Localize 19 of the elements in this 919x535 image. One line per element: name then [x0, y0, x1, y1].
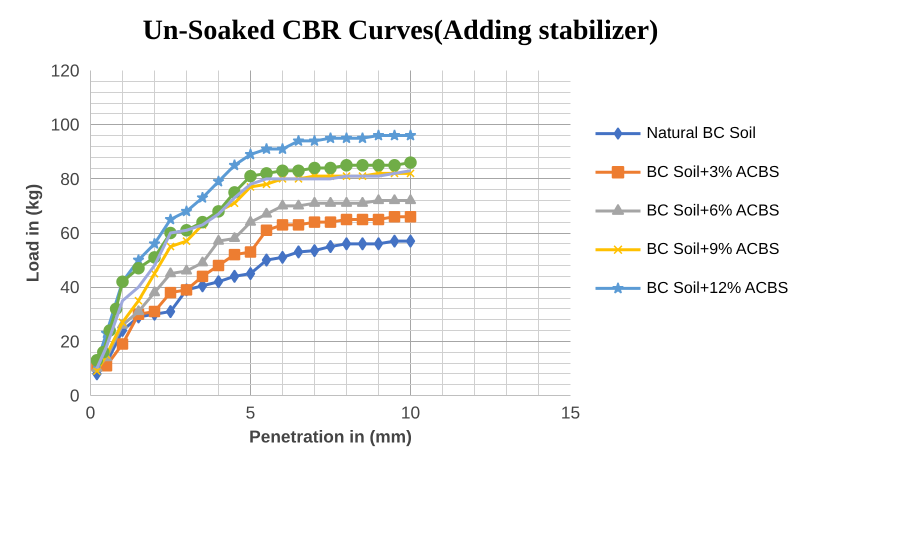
legend-label: BC Soil+3% ACBS	[646, 164, 780, 181]
y-tick-label: 20	[60, 331, 80, 352]
y-tick-label: 0	[70, 386, 80, 406]
legend-label: BC Soil+12% ACBS	[646, 280, 788, 297]
legend-label: BC Soil+6% ACBS	[646, 202, 780, 220]
x-tick-label: 10	[400, 402, 420, 422]
y-tick-label: 80	[60, 168, 80, 189]
x-axis-title: Penetration in (mm)	[249, 426, 412, 446]
y-axis-title: Load in (kg)	[22, 184, 43, 282]
y-tick-label: 60	[60, 223, 80, 243]
y-tick-label: 120	[50, 60, 80, 80]
chart-title: Un-Soaked CBR Curves(Adding stabilizer)	[142, 15, 658, 46]
y-tick-label: 40	[60, 277, 80, 298]
x-tick-label: 5	[246, 402, 256, 422]
y-tick-label: 100	[50, 114, 80, 135]
legend-label: BC Soil+9% ACBS	[646, 241, 780, 258]
x-tick-label: 0	[86, 402, 96, 422]
legend-label: Natural BC Soil	[646, 125, 756, 142]
x-tick-label: 15	[560, 402, 580, 422]
